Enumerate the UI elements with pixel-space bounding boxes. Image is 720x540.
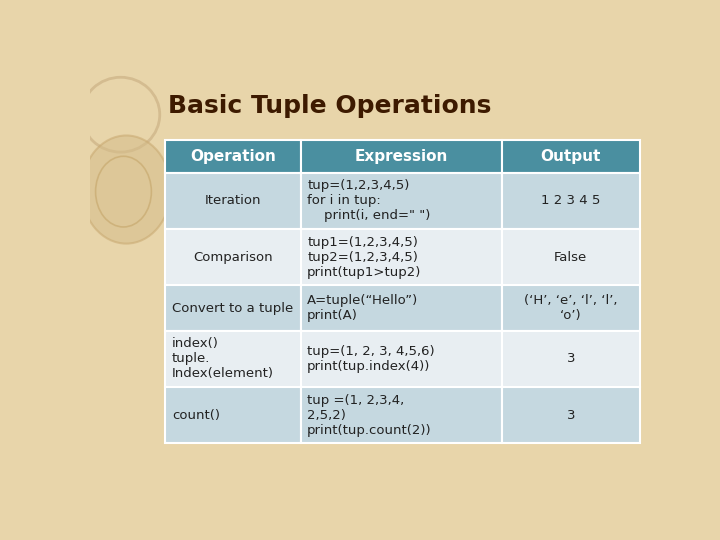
Text: Operation: Operation [190,149,276,164]
Bar [300,285,502,331]
Text: A=tuple(“Hello”)
print(A): A=tuple(“Hello”) print(A) [307,294,418,322]
Bar [300,173,502,229]
Bar [166,140,300,173]
Bar [502,140,639,173]
Ellipse shape [81,136,171,244]
Bar [166,285,300,331]
Text: tup=(1, 2, 3, 4,5,6)
print(tup.index(4)): tup=(1, 2, 3, 4,5,6) print(tup.index(4)) [307,345,435,373]
Text: tup =(1, 2,3,4,
2,5,2)
print(tup.count(2)): tup =(1, 2,3,4, 2,5,2) print(tup.count(2… [307,394,432,437]
Bar [502,285,639,331]
Bar [502,173,639,229]
Bar [166,229,300,285]
Text: Expression: Expression [355,149,448,164]
Bar [300,229,502,285]
Text: count(): count() [172,409,220,422]
Bar [166,387,300,443]
Text: index()
tuple.
Index(element): index() tuple. Index(element) [172,338,274,381]
Text: Comparison: Comparison [193,251,273,264]
Text: False: False [554,251,588,264]
Bar [300,331,502,387]
Text: (‘H’, ‘e’, ‘l’, ‘l’,
‘o’): (‘H’, ‘e’, ‘l’, ‘l’, ‘o’) [524,294,618,322]
Text: Convert to a tuple: Convert to a tuple [172,301,293,314]
Text: 1 2 3 4 5: 1 2 3 4 5 [541,194,600,207]
Bar [502,229,639,285]
Bar [300,140,502,173]
Text: Basic Tuple Operations: Basic Tuple Operations [168,94,492,118]
Text: Iteration: Iteration [204,194,261,207]
Text: 3: 3 [567,409,575,422]
Text: Output: Output [541,149,601,164]
Text: tup1=(1,2,3,4,5)
tup2=(1,2,3,4,5)
print(tup1>tup2): tup1=(1,2,3,4,5) tup2=(1,2,3,4,5) print(… [307,235,422,279]
Text: tup=(1,2,3,4,5)
for i in tup:
    print(i, end=" "): tup=(1,2,3,4,5) for i in tup: print(i, e… [307,179,431,222]
Text: 3: 3 [567,353,575,366]
Bar [166,331,300,387]
Bar [300,387,502,443]
Bar [502,387,639,443]
Bar [502,331,639,387]
Bar [166,173,300,229]
